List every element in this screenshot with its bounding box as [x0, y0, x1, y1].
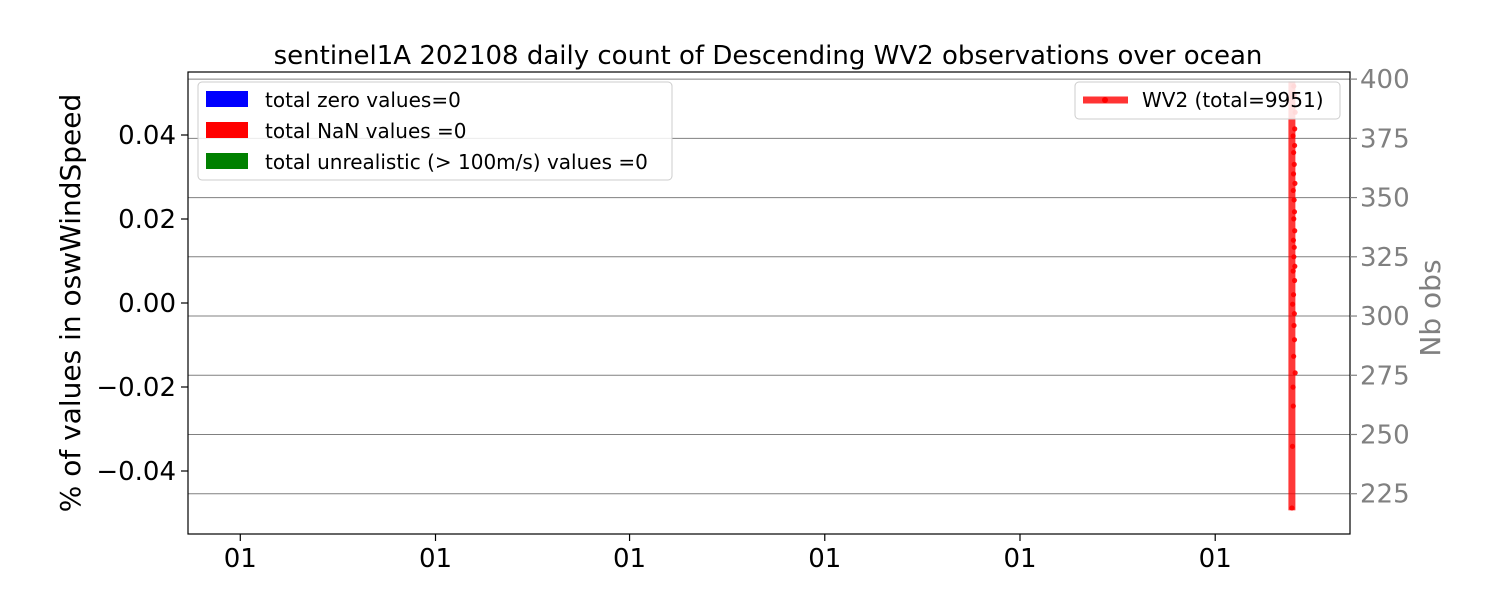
right-tick-label-3: 300 — [1360, 302, 1410, 332]
series-point-25 — [1291, 149, 1297, 156]
series-point-17 — [1292, 228, 1298, 234]
series-point-6 — [1291, 337, 1298, 343]
series-point-15 — [1291, 244, 1297, 250]
right-tick-label-6: 375 — [1360, 124, 1410, 154]
x-tick-label-5: 01 — [1199, 544, 1232, 574]
left-axis-ticks: 0.04 0.02 0.00 −0.02 −0.04 — [96, 121, 188, 487]
series-point-16 — [1290, 237, 1297, 243]
legend-right: WV2 (total=9951) — [1074, 81, 1341, 120]
series-point-4 — [1292, 370, 1298, 376]
left-tick-label-0: 0.04 — [118, 121, 176, 151]
legend-left-label-1: total NaN values =0 — [265, 119, 467, 143]
series-point-2 — [1290, 403, 1296, 409]
series-point-8 — [1291, 311, 1297, 317]
x-tick-label-0: 01 — [224, 544, 257, 574]
left-tick-label-1: 0.02 — [118, 205, 176, 235]
series-point-10 — [1290, 292, 1297, 298]
legend-right-frame — [1074, 81, 1341, 120]
x-tick-label-4: 01 — [1003, 544, 1036, 574]
series-point-24 — [1291, 161, 1297, 167]
legend-left-label-2: total unrealistic (> 100m/s) values =0 — [265, 150, 648, 174]
series-point-7 — [1291, 322, 1297, 329]
right-tick-label-0: 225 — [1360, 480, 1410, 510]
series-point-12 — [1290, 268, 1296, 274]
series-point-18 — [1291, 216, 1297, 222]
series-point-20 — [1291, 197, 1297, 203]
legend-left-frame — [197, 81, 673, 181]
left-tick-label-2: 0.00 — [118, 289, 176, 319]
series-point-27 — [1290, 133, 1296, 139]
series-point-19 — [1291, 209, 1298, 215]
series-point-1 — [1289, 443, 1296, 449]
series-point-11 — [1291, 277, 1298, 284]
series-layer — [1288, 81, 1298, 511]
x-tick-label-2: 01 — [613, 544, 646, 574]
legend-left: total zero values=0 total NaN values =0 to… — [197, 81, 673, 181]
right-tick-label-5: 350 — [1360, 184, 1410, 214]
x-tick-label-3: 01 — [808, 544, 841, 574]
series-point-23 — [1290, 171, 1297, 177]
series-point-14 — [1291, 254, 1297, 260]
legend-right-marker-0 — [1102, 97, 1108, 103]
x-axis-ticks: 01 01 01 01 01 01 — [224, 534, 1232, 574]
series-point-13 — [1292, 263, 1298, 269]
series-point-3 — [1290, 384, 1296, 390]
legend-left-swatch-1 — [206, 122, 248, 138]
right-axis-label: Nb obs — [1414, 259, 1447, 356]
series-point-21 — [1290, 187, 1296, 194]
left-tick-label-3: −0.02 — [96, 373, 176, 403]
right-tick-label-2: 275 — [1360, 361, 1410, 391]
right-tick-label-4: 325 — [1360, 243, 1410, 273]
chart-title: sentinel1A 202108 daily count of Descend… — [274, 41, 1263, 71]
series-point-9 — [1289, 301, 1296, 307]
left-tick-label-4: −0.04 — [96, 457, 176, 487]
series-point-22 — [1292, 180, 1298, 186]
legend-left-label-0: total zero values=0 — [265, 88, 461, 112]
series-point-5 — [1291, 353, 1297, 359]
right-tick-label-1: 250 — [1360, 420, 1410, 450]
right-axis-ticks: 225 250 275 300 325 350 375 400 — [1350, 65, 1410, 510]
legend-left-swatch-0 — [206, 91, 248, 107]
legend-left-swatch-2 — [206, 153, 248, 169]
series-point-26 — [1291, 142, 1298, 149]
series-point-28 — [1292, 126, 1298, 132]
series-point-0 — [1289, 505, 1295, 511]
right-tick-label-7: 400 — [1360, 65, 1410, 95]
left-axis-label: % of values in oswWindSpeed — [54, 94, 87, 513]
x-tick-label-1: 01 — [419, 544, 452, 574]
legend-right-label-0: WV2 (total=9951) — [1142, 88, 1324, 112]
